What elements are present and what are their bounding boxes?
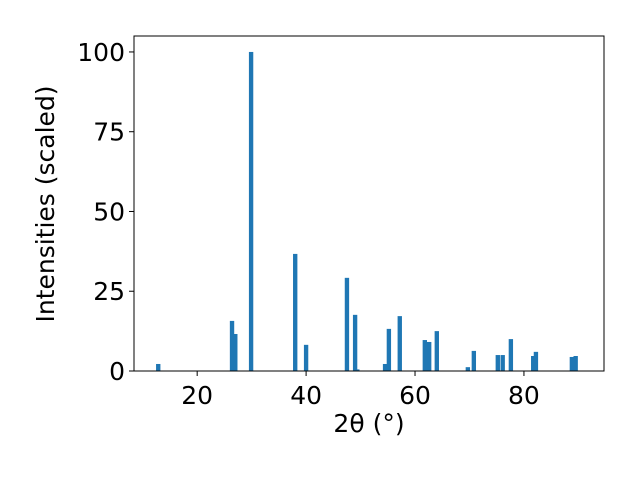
bar (533, 351, 539, 371)
bar (303, 344, 309, 371)
y-tick-label: 0 (109, 357, 125, 386)
x-tick-label: 80 (508, 381, 540, 410)
bar (434, 331, 439, 371)
y-tick-label: 50 (93, 197, 125, 226)
y-tick-label: 75 (93, 118, 125, 147)
bar (248, 51, 254, 371)
bar (352, 314, 358, 371)
bar (531, 356, 536, 371)
plot-frame (133, 35, 605, 372)
bar (508, 339, 514, 371)
bar (355, 369, 360, 371)
y-tick-label: 25 (93, 277, 125, 306)
y-axis-label: Intensities (scaled) (31, 85, 60, 322)
x-axis-label: 2θ (°) (333, 409, 404, 438)
bar (397, 316, 402, 371)
bar (500, 355, 505, 371)
bar (465, 367, 471, 371)
bar (573, 356, 578, 371)
bar (471, 350, 477, 371)
bar (233, 333, 238, 371)
bar (229, 320, 235, 371)
y-tick-label: 100 (77, 38, 125, 67)
bar (386, 328, 392, 371)
bar (422, 340, 428, 371)
bar (344, 277, 350, 371)
x-tick-label: 20 (181, 381, 213, 410)
bar (382, 363, 388, 371)
bar (427, 341, 432, 371)
x-tick-label: 60 (399, 381, 431, 410)
bar (293, 253, 298, 371)
bar (569, 356, 575, 371)
bar (495, 355, 500, 371)
x-tick-label: 40 (290, 381, 322, 410)
bar (156, 363, 161, 371)
